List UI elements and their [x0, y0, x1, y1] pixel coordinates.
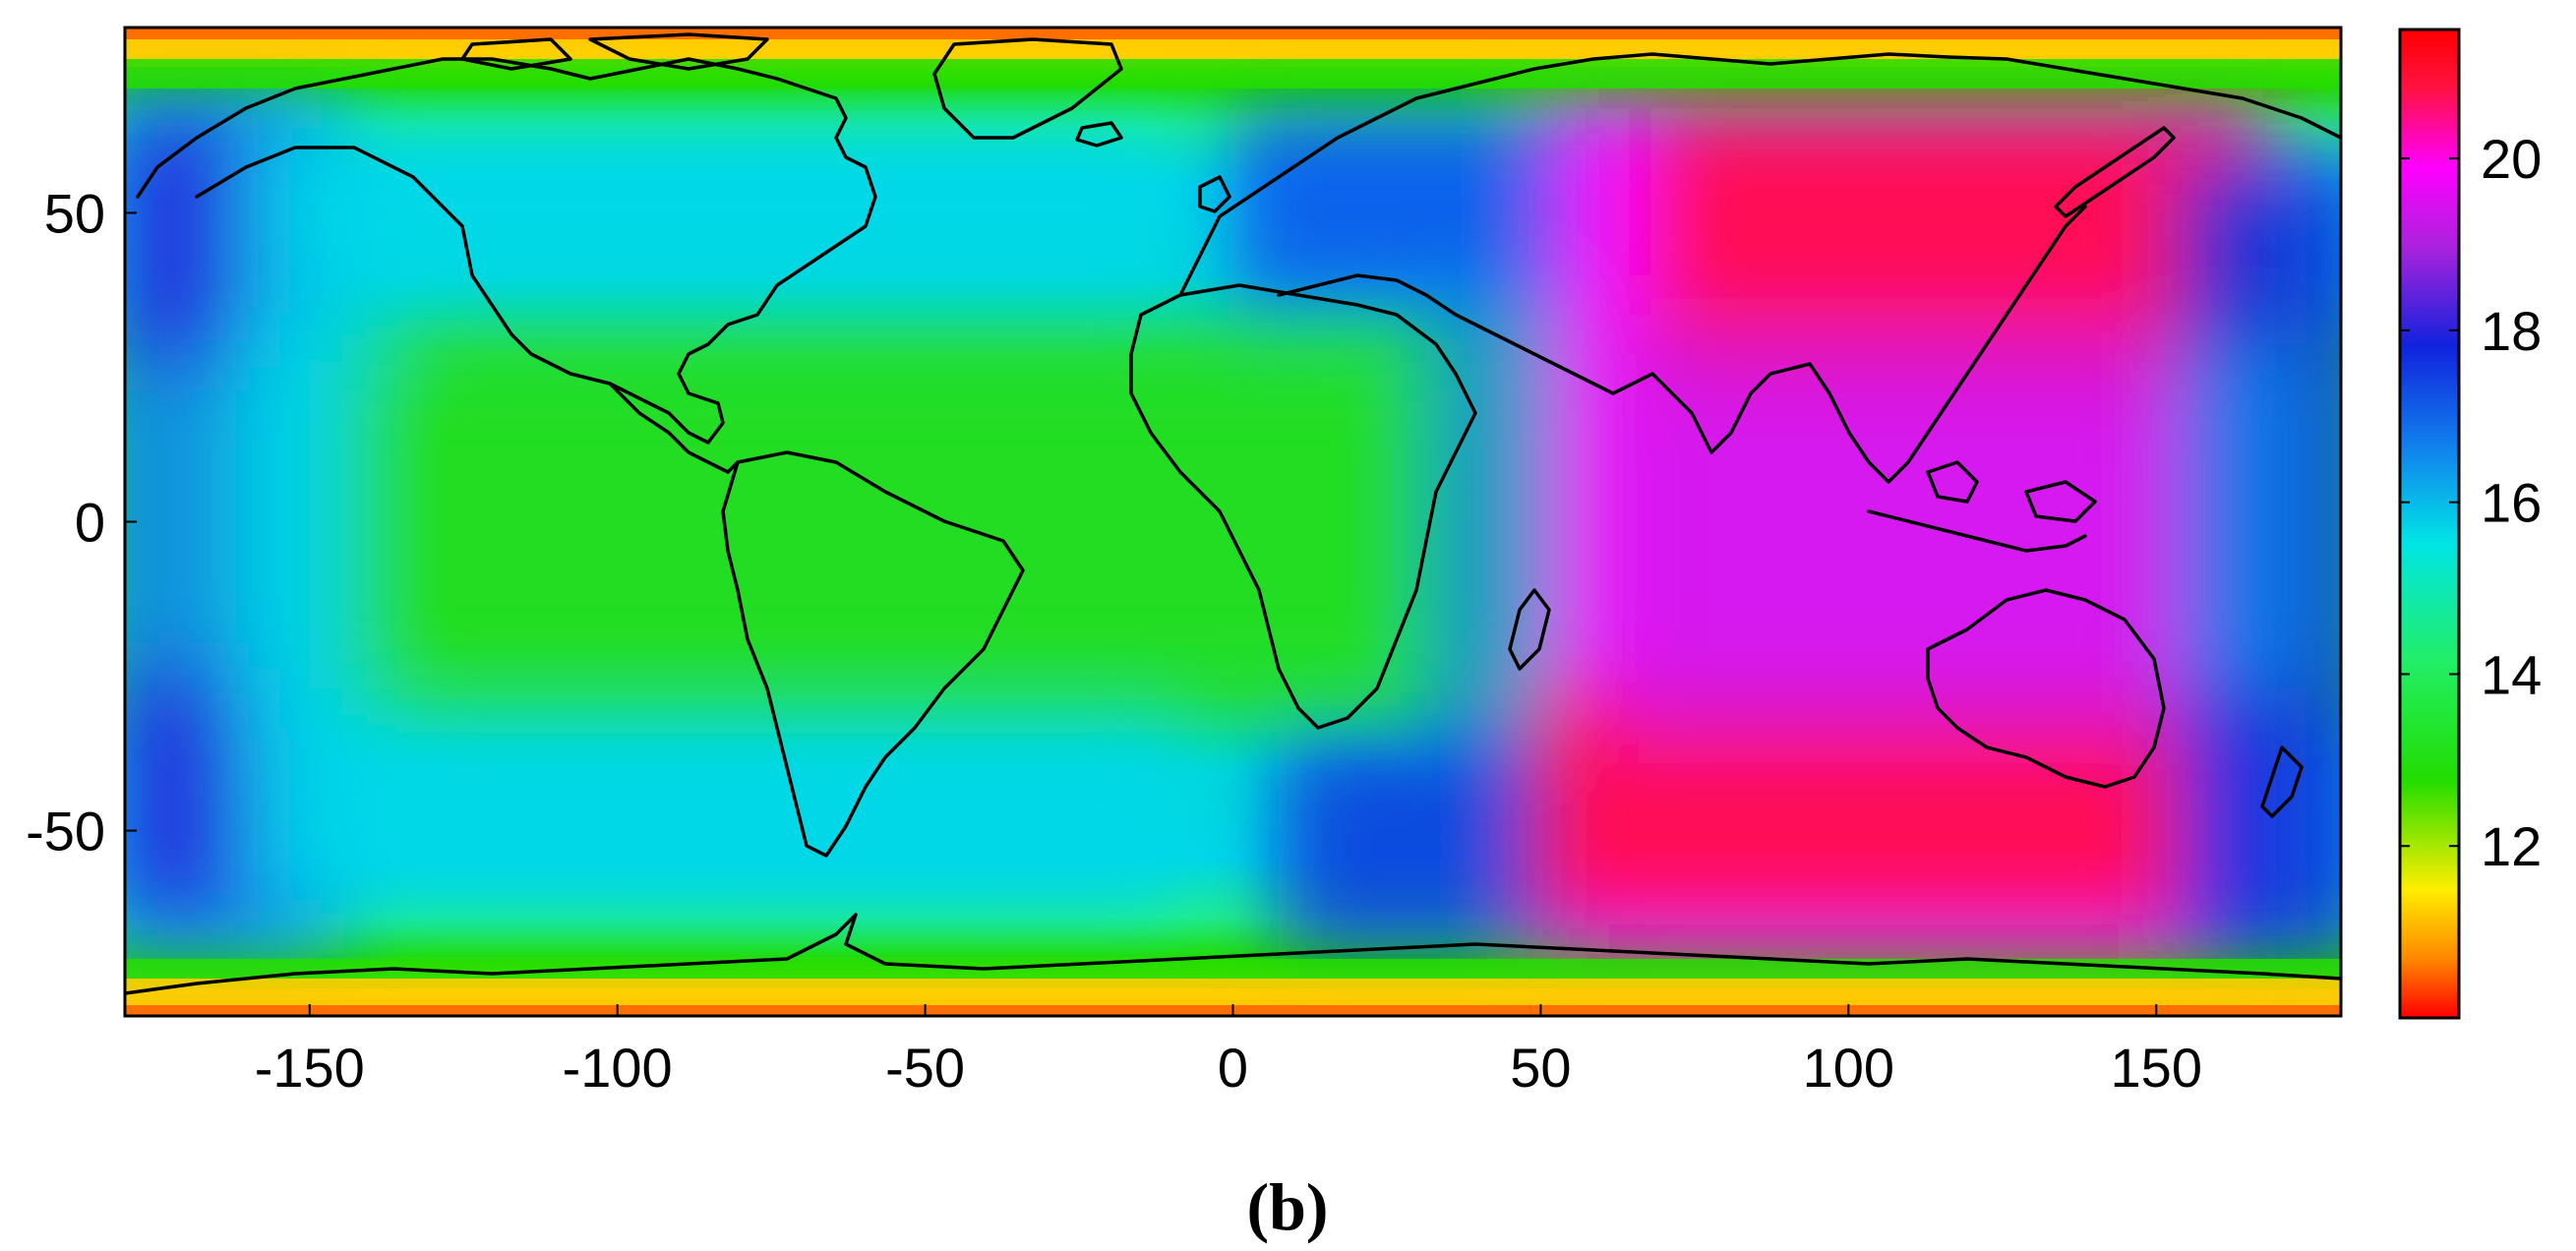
y-tick-label: 0 [75, 492, 105, 554]
x-tick-label: 150 [2111, 1037, 2202, 1099]
x-axis: -150 -100 -50 0 50 100 150 [255, 1004, 2202, 1099]
x-tick-label: 100 [1803, 1037, 1894, 1099]
colorbar-tick-label: 18 [2481, 300, 2542, 362]
coastlines [125, 32, 2341, 995]
colorbar: 20 18 16 14 12 [2398, 28, 2542, 1020]
colorbar-tick-label: 16 [2481, 472, 2542, 534]
x-tick-label: 50 [1510, 1037, 1571, 1099]
x-tick-label: 0 [1218, 1037, 1248, 1099]
colorbar-tick-label: 20 [2481, 128, 2542, 190]
x-tick-label: -50 [885, 1037, 965, 1099]
x-tick-label: -150 [255, 1037, 365, 1099]
y-tick-label: -50 [26, 801, 105, 863]
y-tick-label: 50 [44, 182, 105, 244]
heatmap-field [125, 28, 2341, 1016]
colorbar-gradient [2398, 28, 2461, 1020]
y-axis: 50 0 -50 [26, 182, 137, 863]
colorbar-ticks: 20 18 16 14 12 [2400, 128, 2542, 877]
colorbar-tick-label: 14 [2481, 643, 2542, 705]
colorbar-tick-label: 12 [2481, 815, 2542, 877]
panel-label: (b) [1246, 1169, 1328, 1244]
x-tick-label: -100 [563, 1037, 673, 1099]
